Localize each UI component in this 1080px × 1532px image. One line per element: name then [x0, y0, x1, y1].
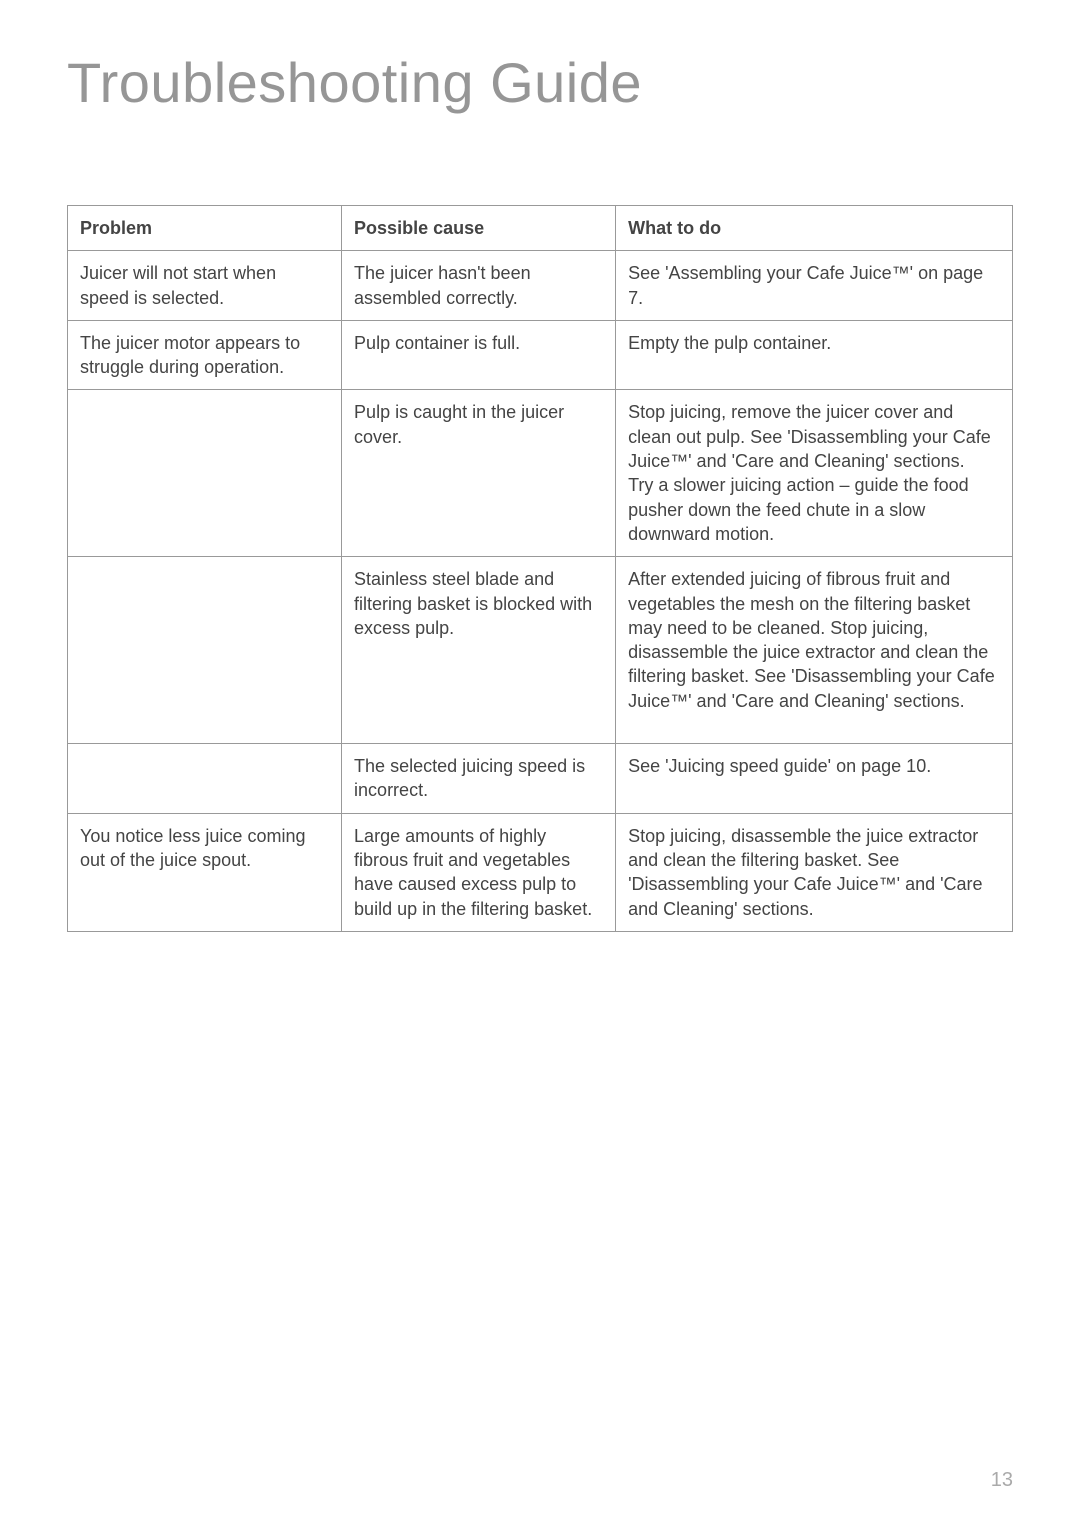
cell-cause: Pulp container is full. — [342, 320, 616, 390]
cell-what: See 'Assembling your Cafe Juice™' on pag… — [616, 251, 1013, 321]
cell-problem — [68, 390, 342, 557]
header-cause: Possible cause — [342, 206, 616, 251]
troubleshooting-table: Problem Possible cause What to do Juicer… — [67, 205, 1013, 932]
table-row: The juicer motor appears to struggle dur… — [68, 320, 1013, 390]
cell-problem: The juicer motor appears to struggle dur… — [68, 320, 342, 390]
table-row: Pulp is caught in the juicer cover. Stop… — [68, 390, 1013, 557]
cell-problem — [68, 557, 342, 744]
page-title: Troubleshooting Guide — [67, 50, 1013, 115]
cell-what: Stop juicing, remove the juicer cover an… — [616, 390, 1013, 557]
table-row: The selected juicing speed is incorrect.… — [68, 744, 1013, 814]
header-what: What to do — [616, 206, 1013, 251]
cell-cause: The juicer hasn't been assembled correct… — [342, 251, 616, 321]
table-header-row: Problem Possible cause What to do — [68, 206, 1013, 251]
cell-problem: You notice less juice coming out of the … — [68, 813, 342, 931]
page-number: 13 — [991, 1469, 1013, 1492]
cell-cause: Pulp is caught in the juicer cover. — [342, 390, 616, 557]
cell-what: See 'Juicing speed guide' on page 10. — [616, 744, 1013, 814]
cell-problem: Juicer will not start when speed is sele… — [68, 251, 342, 321]
header-problem: Problem — [68, 206, 342, 251]
cell-what: Empty the pulp container. — [616, 320, 1013, 390]
cell-cause: Stainless steel blade and filtering bask… — [342, 557, 616, 744]
cell-problem — [68, 744, 342, 814]
cell-cause: The selected juicing speed is incorrect. — [342, 744, 616, 814]
table-row: Juicer will not start when speed is sele… — [68, 251, 1013, 321]
cell-what: After extended juicing of fibrous fruit … — [616, 557, 1013, 744]
cell-what: Stop juicing, disassemble the juice extr… — [616, 813, 1013, 931]
table-row: Stainless steel blade and filtering bask… — [68, 557, 1013, 744]
table-row: You notice less juice coming out of the … — [68, 813, 1013, 931]
cell-cause: Large amounts of highly fibrous fruit an… — [342, 813, 616, 931]
